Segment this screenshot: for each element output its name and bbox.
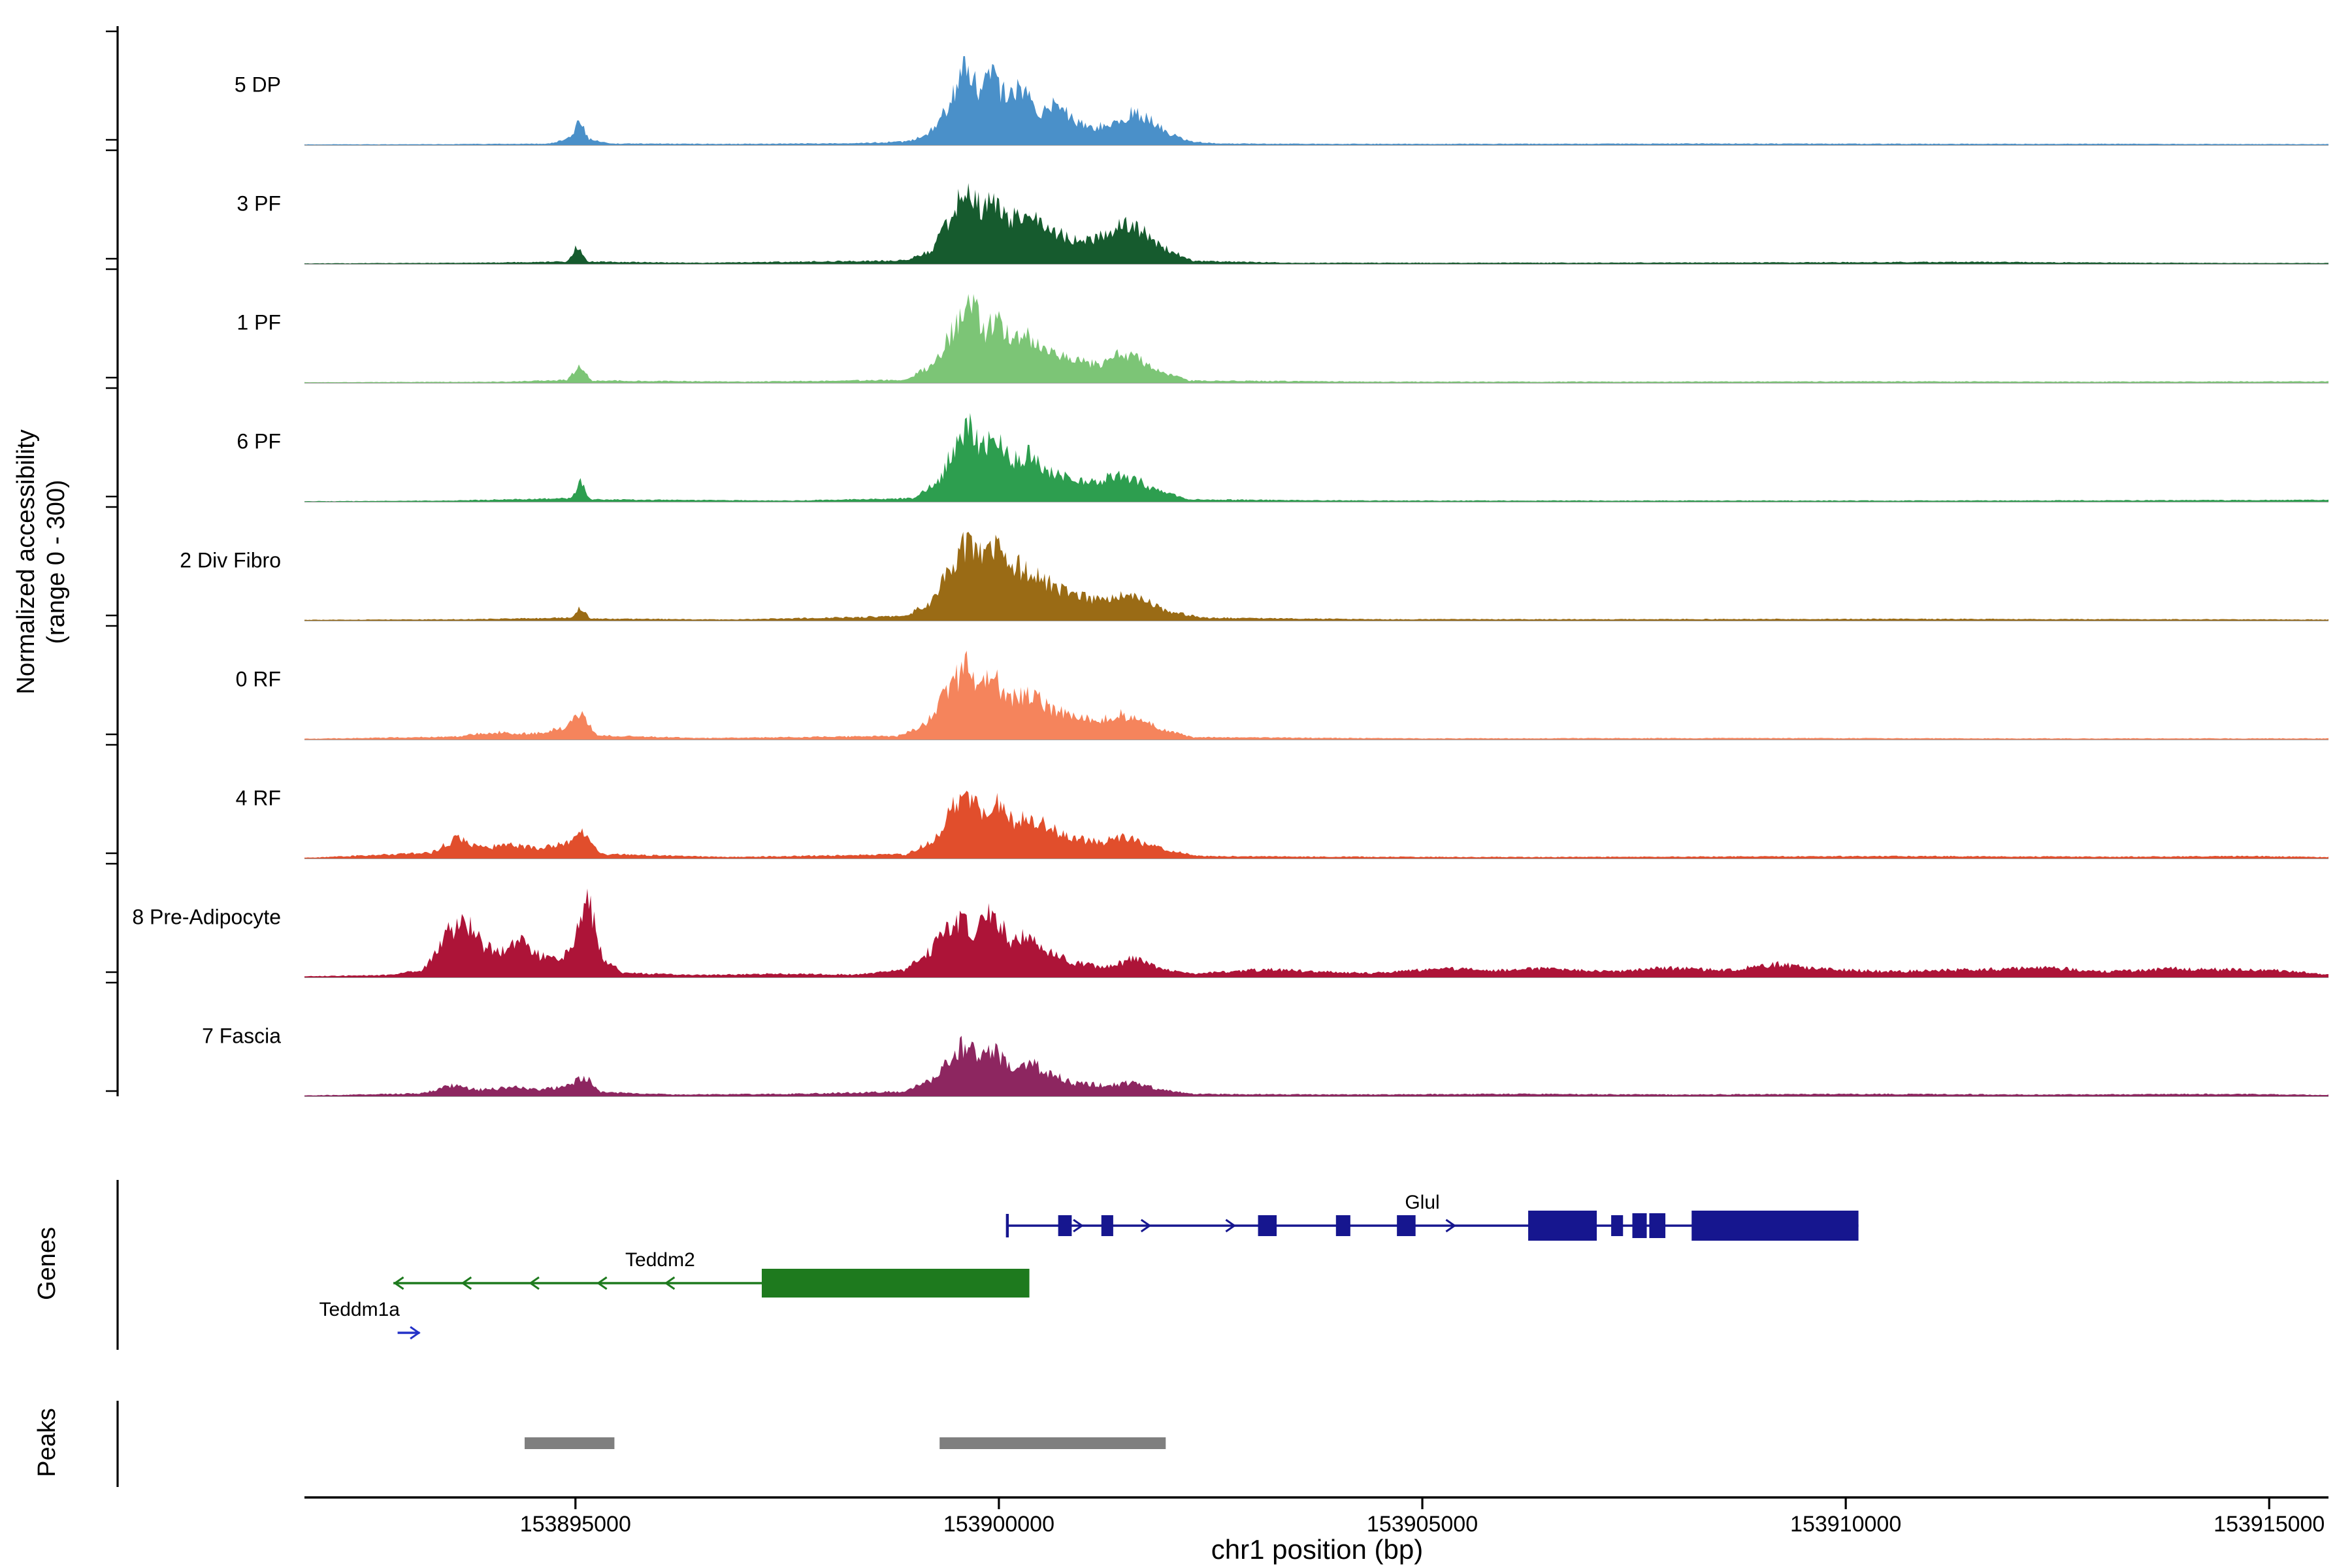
gene-exon (1258, 1215, 1277, 1236)
track-signal-1-pf (304, 294, 2328, 383)
track-signal-5-dp (304, 56, 2328, 145)
gene-strand-arrow (596, 1276, 608, 1290)
track-label-5-dp: 5 DP (235, 73, 281, 96)
track-signal-7-fascia (304, 1036, 2328, 1096)
track-signal-0-rf (304, 651, 2328, 740)
gene-teddm1a: Teddm1a (319, 1299, 421, 1340)
x-axis-label: chr1 position (bp) (1211, 1534, 1424, 1565)
track-label-6-pf: 6 PF (237, 429, 281, 453)
x-axis-tick-label: 153895000 (520, 1512, 631, 1537)
genes-section-label: Genes (33, 1227, 61, 1300)
track-label-8-pre-adipocyte: 8 Pre-Adipocyte (132, 905, 281, 928)
gene-exon (1101, 1215, 1113, 1236)
track-signal-4-rf (304, 791, 2328, 858)
y-axis-label-line1: Normalized accessibility (12, 429, 40, 694)
track-label-2-div-fibro: 2 Div Fibro (180, 548, 281, 572)
track-label-3-pf: 3 PF (237, 191, 281, 215)
gene-exon (1058, 1215, 1072, 1236)
gene-label-teddm2: Teddm2 (625, 1249, 695, 1271)
track-signal-8-pre-adipocyte (304, 889, 2328, 977)
gene-strand-arrow (410, 1326, 421, 1340)
x-axis-layer: 153895000 153900000 153905000 153910000 1539… (304, 1496, 2328, 1537)
track-signal-3-pf (304, 183, 2328, 264)
track-label-7-fascia: 7 Fascia (202, 1024, 281, 1047)
gene-exon (1528, 1211, 1597, 1241)
gene-strand-arrow (1073, 1218, 1084, 1233)
peaks-section-label: Peaks (33, 1408, 61, 1477)
gene-strand-arrow (1140, 1218, 1152, 1233)
track-label-1-pf: 1 PF (237, 310, 281, 334)
peak-region (525, 1437, 615, 1449)
y-axis-label-line2: (range 0 - 300) (42, 480, 70, 644)
gene-label-teddm1a: Teddm1a (319, 1299, 400, 1320)
tracks-layer: 5 DP 3 PF 1 PF 6 PF 2 Div Fibro 0 RF 4 RF 8 Pre… (132, 56, 2328, 1097)
track-signal-2-div-fibro (304, 532, 2328, 621)
x-axis-tick-label: 153915000 (2213, 1512, 2325, 1537)
gene-exon (1691, 1211, 1859, 1241)
x-axis-tick-label: 153900000 (943, 1512, 1054, 1537)
gene-exon (1632, 1213, 1647, 1238)
gene-strand-arrow (1445, 1218, 1457, 1233)
gene-exon (1335, 1215, 1350, 1236)
gene-strand-arrow (664, 1276, 676, 1290)
track-label-0-rf: 0 RF (236, 667, 281, 691)
gene-strand-arrow (1225, 1218, 1237, 1233)
axis-spines-layer (106, 26, 119, 1487)
x-axis-tick-label: 153905000 (1367, 1512, 1478, 1537)
gene-teddm2: Teddm2 (393, 1249, 1030, 1298)
gene-exon (1611, 1215, 1624, 1236)
x-axis-tick-label: 153910000 (1790, 1512, 1901, 1537)
genes-layer: Glul Teddm2 Teddm1a (319, 1192, 1859, 1340)
track-signal-6-pf (304, 413, 2328, 502)
gene-exon (761, 1269, 1030, 1298)
peak-region (939, 1437, 1166, 1449)
gene-strand-arrow (393, 1276, 404, 1290)
peaks-layer (525, 1437, 1166, 1449)
gene-glul: Glul (1005, 1192, 1859, 1241)
gene-strand-arrow (529, 1276, 540, 1290)
gene-strand-arrow (461, 1276, 472, 1290)
gene-exon (1649, 1213, 1666, 1238)
gene-label-glul: Glul (1405, 1192, 1439, 1213)
gene-exon (1397, 1215, 1416, 1236)
track-label-4-rf: 4 RF (236, 786, 281, 809)
